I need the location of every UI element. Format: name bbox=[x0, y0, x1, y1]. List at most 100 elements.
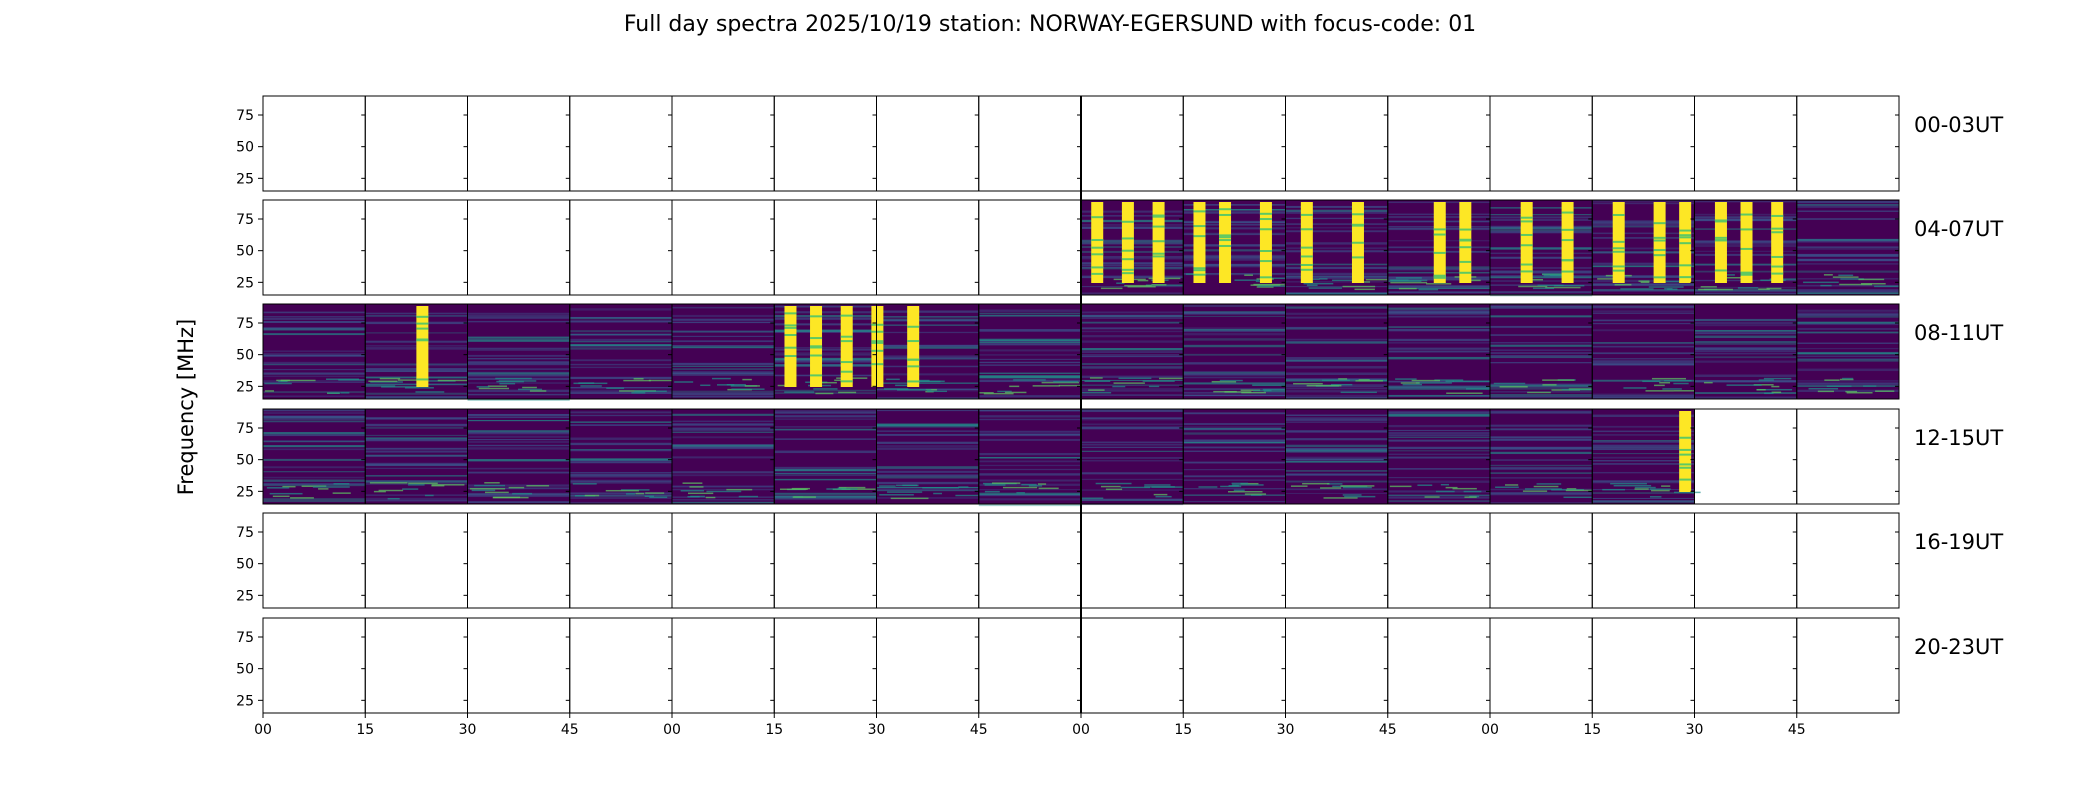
spectral-streak bbox=[1796, 253, 1899, 256]
spectral-streak bbox=[365, 392, 468, 395]
interference-mark bbox=[415, 391, 445, 393]
spectral-streak bbox=[978, 418, 1081, 421]
spectral-streak bbox=[365, 450, 468, 453]
spectral-streak bbox=[1387, 494, 1490, 497]
panel-frame bbox=[1080, 512, 1184, 609]
radio-burst bbox=[1561, 202, 1574, 283]
interference-mark bbox=[1440, 483, 1450, 486]
spectral-streak bbox=[1081, 427, 1184, 429]
spectral-streak bbox=[774, 478, 877, 481]
interference-mark bbox=[1326, 483, 1343, 485]
spectral-streak bbox=[978, 460, 1081, 463]
spectral-streak bbox=[876, 468, 979, 470]
interference-mark bbox=[476, 386, 490, 388]
spectral-streak bbox=[1490, 424, 1593, 427]
interference-mark bbox=[682, 482, 703, 484]
interference-mark bbox=[1321, 379, 1350, 382]
row-time-label: 08-11UT bbox=[1914, 321, 2003, 345]
spectral-streak bbox=[1490, 352, 1593, 354]
interference-mark bbox=[1004, 391, 1027, 394]
spectral-streak bbox=[1285, 396, 1388, 399]
spectral-streak bbox=[1592, 200, 1695, 202]
interference-mark bbox=[1338, 378, 1348, 380]
spectrogram-cell bbox=[1694, 304, 1797, 399]
interference-mark bbox=[1016, 492, 1025, 494]
spectral-streak bbox=[1694, 356, 1797, 359]
burst-band bbox=[1612, 265, 1625, 268]
interference-mark bbox=[648, 379, 680, 382]
interference-mark bbox=[680, 490, 704, 492]
interference-mark bbox=[983, 392, 1014, 395]
burst-band bbox=[1714, 236, 1727, 239]
interference-mark bbox=[1542, 273, 1564, 275]
spectral-streak bbox=[1183, 209, 1286, 211]
spectral-streak bbox=[1081, 375, 1184, 378]
spectrogram-cell bbox=[1387, 304, 1496, 399]
interference-mark bbox=[1219, 379, 1243, 382]
spectral-streak bbox=[1183, 446, 1286, 449]
spectral-streak bbox=[1490, 467, 1593, 470]
spectral-streak bbox=[876, 346, 979, 349]
spectral-streak bbox=[774, 311, 877, 313]
spectrogram-background bbox=[569, 409, 672, 504]
spectral-streak bbox=[467, 447, 570, 450]
spectral-streak bbox=[569, 481, 672, 484]
burst-band bbox=[1520, 233, 1533, 236]
spectral-streak bbox=[774, 495, 877, 498]
interference-mark bbox=[1084, 380, 1111, 383]
interference-mark bbox=[1662, 388, 1682, 390]
interference-mark bbox=[1100, 287, 1123, 290]
spectral-streak bbox=[467, 347, 570, 350]
panel-frame bbox=[1182, 617, 1286, 714]
spectral-streak bbox=[1490, 306, 1593, 309]
interference-mark bbox=[838, 391, 857, 394]
spectral-streak bbox=[1490, 344, 1593, 347]
spectral-streak bbox=[1387, 313, 1490, 316]
spectral-streak bbox=[978, 329, 1081, 331]
radio-burst bbox=[1433, 202, 1446, 283]
spectral-streak bbox=[672, 396, 775, 398]
spectral-streak bbox=[978, 431, 1081, 434]
burst-band bbox=[840, 340, 853, 343]
interference-mark bbox=[1120, 486, 1151, 489]
spectral-streak bbox=[672, 330, 775, 333]
interference-mark bbox=[1463, 490, 1482, 493]
panel-frame bbox=[467, 512, 571, 609]
interference-mark bbox=[890, 497, 929, 500]
spectral-streak bbox=[1285, 230, 1388, 233]
interference-mark bbox=[1424, 496, 1440, 498]
interference-mark bbox=[1446, 392, 1483, 394]
spectral-streak bbox=[1490, 459, 1593, 461]
interference-mark bbox=[1365, 278, 1398, 281]
interference-mark bbox=[1434, 379, 1464, 381]
interference-mark bbox=[1038, 487, 1059, 490]
spectral-streak bbox=[569, 333, 672, 336]
spectral-streak bbox=[569, 341, 672, 343]
spectral-streak bbox=[774, 469, 877, 472]
spectral-streak bbox=[1592, 434, 1695, 436]
spectral-streak bbox=[978, 358, 1081, 360]
spectral-streak bbox=[365, 464, 468, 467]
interference-mark bbox=[1095, 482, 1132, 485]
interference-mark bbox=[1388, 280, 1422, 282]
spectrogram-cell bbox=[1387, 409, 1490, 504]
interference-mark bbox=[387, 497, 400, 500]
spectrogram-cell bbox=[263, 304, 367, 399]
panel-frame bbox=[773, 512, 877, 609]
interference-mark bbox=[1118, 377, 1152, 380]
interference-mark bbox=[712, 377, 731, 380]
spectral-streak bbox=[263, 333, 366, 336]
interference-mark bbox=[1256, 286, 1274, 288]
interference-mark bbox=[1640, 281, 1650, 284]
spectral-streak bbox=[672, 446, 775, 449]
interference-mark bbox=[1846, 392, 1873, 394]
burst-band bbox=[1219, 239, 1232, 242]
spectrogram-cell bbox=[876, 304, 979, 400]
spectral-streak bbox=[1592, 305, 1695, 308]
spectral-streak bbox=[1387, 385, 1490, 388]
burst-band bbox=[1561, 211, 1574, 214]
spectral-streak bbox=[672, 346, 775, 348]
interference-mark bbox=[1389, 279, 1409, 281]
interference-mark bbox=[1542, 379, 1575, 381]
spectral-streak bbox=[1490, 492, 1593, 495]
